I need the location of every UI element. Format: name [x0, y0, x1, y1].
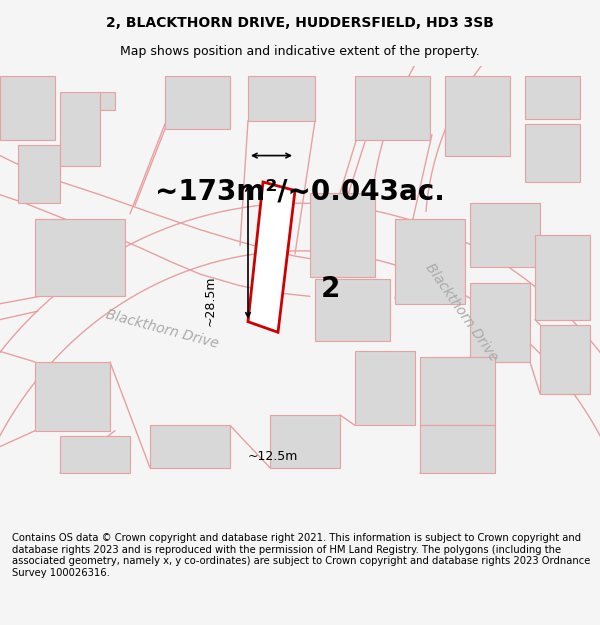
Text: Map shows position and indicative extent of the property.: Map shows position and indicative extent…	[120, 44, 480, 58]
Text: Blackthorn Drive: Blackthorn Drive	[423, 261, 501, 364]
Text: Blackthorn Drive: Blackthorn Drive	[104, 307, 220, 351]
Polygon shape	[18, 145, 60, 203]
Polygon shape	[420, 357, 495, 426]
Text: 2: 2	[320, 275, 340, 303]
Polygon shape	[445, 76, 510, 156]
Polygon shape	[315, 279, 390, 341]
Polygon shape	[248, 182, 295, 332]
Polygon shape	[470, 203, 540, 267]
Polygon shape	[150, 426, 230, 468]
Polygon shape	[525, 124, 580, 182]
Polygon shape	[0, 76, 55, 140]
Text: ~28.5m: ~28.5m	[203, 276, 217, 326]
Text: Contains OS data © Crown copyright and database right 2021. This information is : Contains OS data © Crown copyright and d…	[12, 533, 590, 578]
Polygon shape	[248, 76, 315, 121]
Polygon shape	[355, 351, 415, 426]
Polygon shape	[165, 76, 230, 129]
Polygon shape	[100, 92, 115, 110]
Polygon shape	[35, 219, 125, 296]
Polygon shape	[470, 282, 530, 362]
Polygon shape	[355, 76, 430, 140]
Text: 2, BLACKTHORN DRIVE, HUDDERSFIELD, HD3 3SB: 2, BLACKTHORN DRIVE, HUDDERSFIELD, HD3 3…	[106, 16, 494, 31]
Text: ~173m²/~0.043ac.: ~173m²/~0.043ac.	[155, 177, 445, 206]
Polygon shape	[60, 436, 130, 473]
Polygon shape	[60, 92, 100, 166]
Polygon shape	[540, 325, 590, 394]
Polygon shape	[420, 426, 495, 473]
Polygon shape	[525, 76, 580, 119]
Polygon shape	[35, 362, 110, 431]
Polygon shape	[395, 219, 465, 304]
Polygon shape	[535, 235, 590, 319]
Text: ~12.5m: ~12.5m	[248, 450, 298, 463]
Polygon shape	[270, 415, 340, 468]
Polygon shape	[310, 192, 375, 278]
